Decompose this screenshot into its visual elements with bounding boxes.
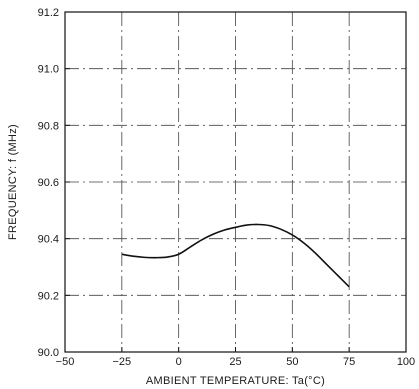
axis-ticks: −50 −25 0 25 50 75 100 90.0 90.2 90.4 90.6 90.8 91.0…: [38, 7, 416, 368]
x-tick-label: 25: [229, 356, 241, 368]
y-tick-label: 90.0: [38, 347, 59, 359]
x-axis-label: AMBIENT TEMPERATURE: Ta(°C): [146, 375, 325, 387]
series-line: [121, 223, 350, 288]
y-tick-label: 90.4: [38, 234, 59, 246]
x-tick-label: −25: [112, 356, 131, 368]
y-tick-label: 91.0: [38, 64, 59, 76]
grid-lines: [65, 12, 406, 352]
y-tick-label: 90.8: [38, 120, 59, 132]
y-tick-label: 91.2: [38, 7, 59, 19]
x-tick-label: 50: [286, 356, 298, 368]
y-tick-label: 90.2: [38, 290, 59, 302]
y-axis-label: FREQUENCY: f (MHz): [7, 124, 19, 240]
x-tick-label: −50: [56, 356, 75, 368]
x-tick-label: 75: [343, 356, 355, 368]
x-tick-label: 0: [176, 356, 182, 368]
y-tick-label: 90.6: [38, 177, 59, 189]
x-tick-label: 100: [397, 356, 415, 368]
